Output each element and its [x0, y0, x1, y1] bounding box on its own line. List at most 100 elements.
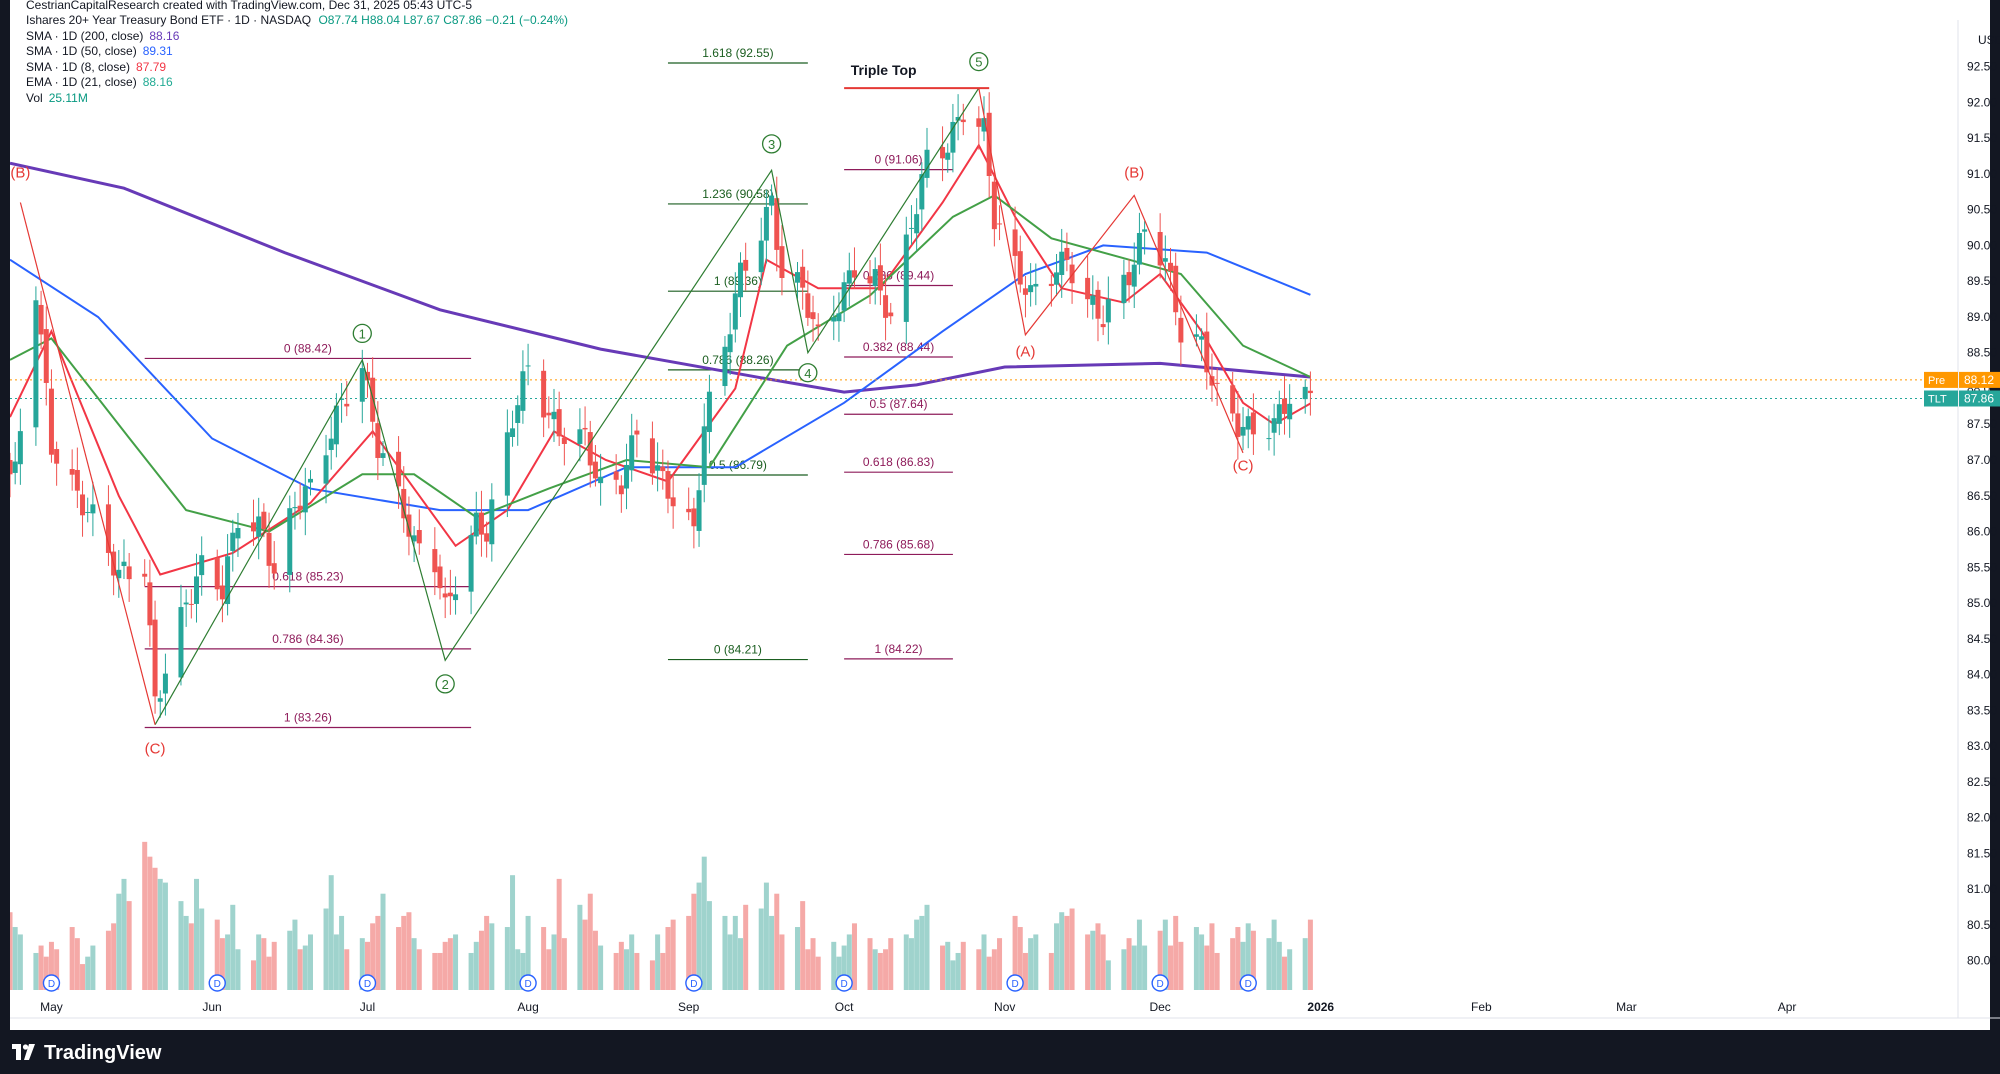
chart-legend: Ishares 20+ Year Treasury Bond ETF · 1D … [26, 9, 568, 106]
candle-body [1028, 285, 1034, 293]
volume-bar [696, 882, 702, 990]
indicator-legend-row[interactable]: EMA · 1D (21, close) 88.16 [26, 75, 568, 91]
volume-bar [302, 945, 308, 990]
volume-bar [665, 927, 671, 990]
volume-bar [214, 919, 220, 990]
candle-body [774, 198, 780, 250]
volume-bar [225, 934, 231, 990]
volume-bar [1048, 952, 1054, 990]
indicator-legend-row[interactable]: SMA · 1D (8, close) 87.79 [26, 60, 568, 76]
volume-bar [908, 938, 914, 990]
volume-bar [1230, 938, 1236, 990]
wave-label: 5 [975, 55, 982, 70]
volume-bar [618, 941, 624, 990]
dividend-marker-letter: D [1011, 979, 1018, 990]
candle-body [126, 566, 132, 580]
volume-bar [297, 949, 303, 990]
indicator-legend-row[interactable]: SMA · 1D (50, close) 89.31 [26, 44, 568, 60]
indicator-legend-row[interactable]: Vol 25.11M [26, 91, 568, 107]
y-tick-label: 84.50 [1967, 632, 1997, 646]
candle-body [344, 403, 350, 407]
dividend-marker-letter: D [840, 979, 847, 990]
volume-bar [468, 952, 474, 990]
volume-bar [396, 927, 402, 990]
y-tick-label: 92.50 [1967, 60, 1997, 74]
symbol-title[interactable]: Ishares 20+ Year Treasury Bond ETF · 1D … [26, 13, 312, 27]
volume-bar [261, 938, 267, 990]
candle-body [266, 532, 272, 566]
wave-label-circle [761, 134, 782, 154]
volume-bar [1126, 938, 1132, 990]
y-tick-label: 80.00 [1967, 954, 1997, 968]
fib-level-label: 0 (84.21) [714, 643, 762, 657]
candle-body [1142, 229, 1148, 232]
candle-body [1168, 262, 1174, 272]
x-tick-label: Jun [202, 1000, 221, 1014]
candle-body [763, 206, 769, 241]
volume-bar [649, 960, 655, 990]
volume-bar [157, 878, 163, 990]
fib-level-label: 0.618 (85.23) [272, 570, 343, 584]
volume-bar [1199, 934, 1205, 990]
y-tick-label: 89.50 [1967, 274, 1997, 288]
volume-bar [1085, 934, 1091, 990]
volume-bar [1178, 941, 1184, 990]
volume-bar [401, 915, 407, 990]
candle-body [1245, 416, 1251, 430]
candle-body [1230, 385, 1236, 414]
volume-bar [732, 915, 738, 990]
candle-body [1090, 295, 1096, 305]
candle-body [670, 497, 676, 507]
candle-body [375, 423, 381, 458]
candle-body [706, 391, 712, 433]
x-tick-label: Dec [1149, 1000, 1170, 1014]
volume-bar [406, 912, 412, 990]
volume-bar [1033, 934, 1039, 990]
volume-bar [1271, 919, 1277, 990]
candle-body [1136, 233, 1142, 265]
volume-bar [287, 930, 293, 990]
volume-bar [624, 949, 630, 990]
volume-bar [235, 949, 241, 990]
y-tick-label: 92.00 [1967, 95, 1997, 109]
candle-body [194, 576, 200, 604]
price-chart[interactable]: 0 (88.42) 0.618 (85.23) 0.786 (84.36) 1 (83… [10, 0, 2000, 1030]
volume-bar [986, 956, 992, 990]
candle-body [955, 116, 961, 121]
candle-body [1250, 412, 1256, 435]
tradingview-wordmark: TradingView [44, 1042, 162, 1064]
dividend-marker-letter: D [214, 979, 221, 990]
indicator-legend-row[interactable]: SMA · 1D (200, close) 88.16 [26, 29, 568, 45]
candle-body [271, 563, 277, 574]
indicator-label: EMA · 1D (21, close) [26, 75, 137, 89]
volume-bar [836, 956, 842, 990]
y-tick-label: 83.00 [1967, 739, 1997, 753]
volume-bar [307, 934, 313, 990]
tradingview-logo[interactable]: TradingView [12, 1042, 161, 1065]
volume-bar [359, 938, 365, 990]
wave-label: 3 [768, 137, 775, 152]
volume-bar [1054, 923, 1060, 990]
volume-bar [587, 893, 593, 990]
candle-body [38, 304, 44, 335]
volume-bar [85, 956, 91, 990]
candle-body [235, 528, 241, 539]
candle-body [85, 511, 91, 513]
volume-bar [670, 919, 676, 990]
volume-bar [1266, 938, 1272, 990]
y-tick-label: 82.00 [1967, 811, 1997, 825]
volume-bar [1162, 919, 1168, 990]
price-tag-value-bg [1959, 371, 2000, 388]
candle-body [142, 573, 148, 577]
fib-level-label: 0.786 (84.36) [272, 632, 343, 646]
volume-bar [582, 919, 588, 990]
volume-bar [38, 945, 44, 990]
volume-bar [686, 915, 692, 990]
indicator-value: 88.16 [142, 75, 173, 89]
volume-bar [121, 878, 127, 990]
candle-body [188, 603, 194, 605]
candle-body [510, 428, 516, 437]
candle-body [43, 329, 49, 383]
candle-body [1173, 265, 1179, 313]
volume-bar [48, 941, 54, 990]
